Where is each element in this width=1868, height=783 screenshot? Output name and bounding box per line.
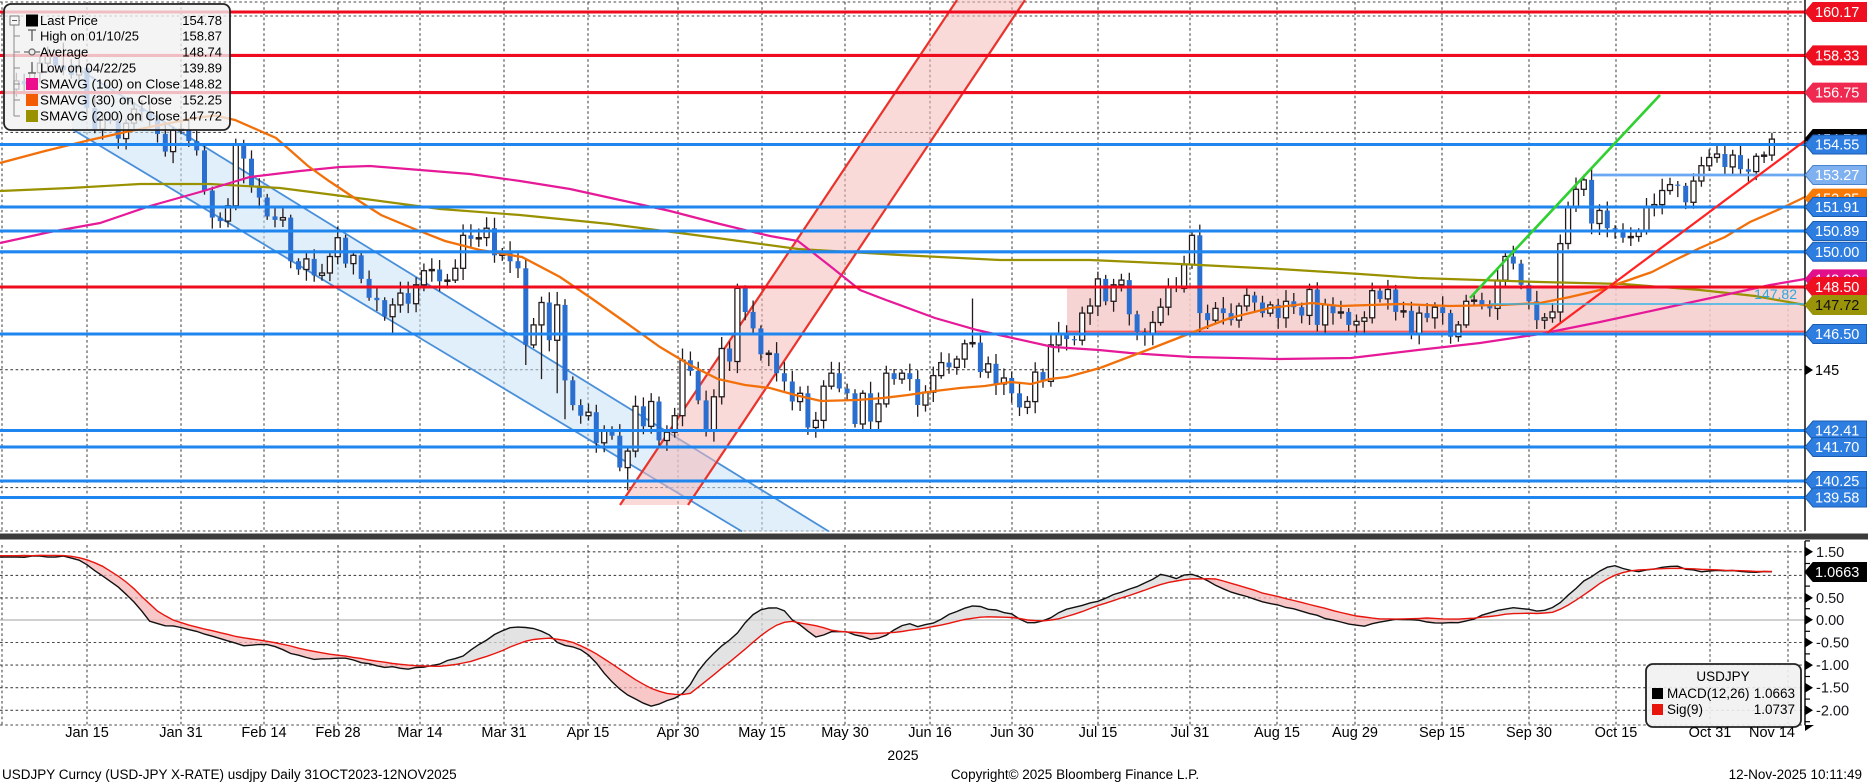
svg-text:139.58: 139.58 [1815,491,1859,507]
svg-text:154.55: 154.55 [1815,138,1859,154]
svg-text:-1.00: -1.00 [1816,658,1849,674]
svg-text:140.25: 140.25 [1815,474,1859,490]
svg-text:Jul 15: Jul 15 [1079,725,1118,741]
svg-text:158.87: 158.87 [182,29,222,44]
svg-text:-2.00: -2.00 [1816,703,1849,719]
svg-text:145: 145 [1815,363,1839,379]
svg-text:148.74: 148.74 [182,45,222,60]
svg-text:12-Nov-2025 10:11:49: 12-Nov-2025 10:11:49 [1729,767,1862,782]
svg-text:SMAVG (200) on Close: SMAVG (200) on Close [40,109,180,124]
svg-text:153.27: 153.27 [1815,168,1859,184]
svg-text:USDJPY Curncy (USD-JPY X-RATE): USDJPY Curncy (USD-JPY X-RATE) usdjpy Da… [2,767,457,782]
svg-text:Mar 14: Mar 14 [397,725,442,741]
svg-text:High on 01/10/25: High on 01/10/25 [40,29,139,44]
svg-text:156.75: 156.75 [1815,86,1859,102]
svg-text:Sep 30: Sep 30 [1506,725,1552,741]
svg-text:MACD(12,26): MACD(12,26) [1667,686,1750,701]
svg-text:1.0663: 1.0663 [1815,565,1859,581]
svg-text:1.50: 1.50 [1816,545,1844,561]
svg-text:May 30: May 30 [821,725,869,741]
svg-text:154.78: 154.78 [182,13,222,28]
svg-text:USDJPY: USDJPY [1696,669,1749,684]
svg-text:Feb 14: Feb 14 [241,725,286,741]
svg-text:Aug 29: Aug 29 [1332,725,1378,741]
svg-text:139.89: 139.89 [182,61,222,76]
svg-text:Feb 28: Feb 28 [315,725,360,741]
svg-text:150.89: 150.89 [1815,224,1859,240]
svg-text:1.0663: 1.0663 [1754,686,1795,701]
svg-text:0.50: 0.50 [1816,591,1844,607]
svg-text:Aug 15: Aug 15 [1254,725,1300,741]
svg-text:Sig(9): Sig(9) [1667,702,1703,717]
svg-text:141.70: 141.70 [1815,440,1859,456]
svg-text:151.91: 151.91 [1815,200,1859,216]
svg-text:Jul 31: Jul 31 [1171,725,1210,741]
svg-text:160.17: 160.17 [1815,5,1859,21]
svg-text:-1.50: -1.50 [1816,681,1849,697]
svg-text:SMAVG (100) on Close: SMAVG (100) on Close [40,77,180,92]
svg-text:Apr 15: Apr 15 [567,725,610,741]
svg-text:148.82: 148.82 [182,77,222,92]
svg-text:Oct 15: Oct 15 [1595,725,1638,741]
svg-text:Oct 31: Oct 31 [1689,725,1732,741]
svg-text:142.41: 142.41 [1815,424,1859,440]
svg-text:Low on 04/22/25: Low on 04/22/25 [40,61,136,76]
svg-text:148.50: 148.50 [1815,280,1859,296]
svg-text:Jun 30: Jun 30 [990,725,1034,741]
svg-text:1.0737: 1.0737 [1754,702,1795,717]
svg-text:150.00: 150.00 [1815,245,1859,261]
svg-text:Jan 15: Jan 15 [65,725,109,741]
svg-text:2025: 2025 [887,747,918,763]
svg-text:0.00: 0.00 [1816,613,1844,629]
svg-text:Copyright© 2025 Bloomberg Fina: Copyright© 2025 Bloomberg Finance L.P. [951,767,1199,782]
svg-text:146.50: 146.50 [1815,327,1859,343]
svg-text:147.82: 147.82 [1754,286,1797,302]
svg-text:147.72: 147.72 [182,109,222,124]
svg-text:Mar 31: Mar 31 [481,725,526,741]
svg-text:May 15: May 15 [738,725,786,741]
svg-text:Jun 16: Jun 16 [908,725,952,741]
svg-text:Jan 31: Jan 31 [159,725,203,741]
svg-text:147.72: 147.72 [1815,298,1859,314]
svg-text:Apr 30: Apr 30 [657,725,700,741]
svg-text:158.33: 158.33 [1815,48,1859,64]
svg-text:SMAVG (30) on Close: SMAVG (30) on Close [40,93,172,108]
svg-text:152.25: 152.25 [182,93,222,108]
svg-text:Average: Average [40,45,88,60]
svg-text:Nov 14: Nov 14 [1749,725,1795,741]
svg-text:Sep 15: Sep 15 [1419,725,1465,741]
svg-text:Last Price: Last Price [40,13,98,28]
svg-text:-0.50: -0.50 [1816,636,1849,652]
